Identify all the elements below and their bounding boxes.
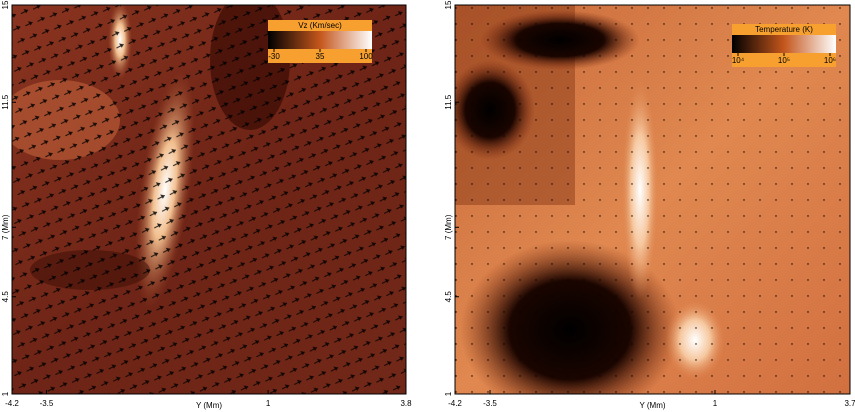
y-tick-label: 11.5 — [1, 94, 10, 110]
plot-frame — [454, 4, 851, 395]
colorbar-title: Vz (Km/sec) — [298, 21, 342, 30]
y-tick-label: 1 — [444, 391, 453, 396]
y-tick-label: 15 — [444, 0, 453, 9]
x-tick-label: -4.2 — [5, 399, 19, 408]
x-tick-label: -4.2 — [448, 399, 462, 408]
colorbar-tick-label: 10⁵ — [778, 56, 790, 65]
colorbar-label-bg — [268, 49, 372, 63]
x-axis-label: Y (Mm) — [639, 401, 665, 410]
x-tick-label: 3.7 — [844, 399, 855, 408]
colorbar-title: Temperature (K) — [755, 25, 813, 34]
colorbar-tick-label: 10⁴ — [732, 56, 745, 65]
y-tick-label: 11.5 — [444, 94, 453, 110]
x-tick-label: -3.5 — [40, 399, 54, 408]
colorbar-title-bg — [732, 24, 836, 35]
x-tick-label: 3.8 — [400, 399, 412, 408]
plot-frame — [11, 4, 407, 395]
x-axis-label: Y (Mm) — [196, 401, 222, 410]
y-tick-label: 7 (Mm) — [444, 214, 453, 240]
x-tick-label: 1 — [266, 399, 271, 408]
colorbar-tick-label: -30 — [268, 52, 280, 61]
colorbar-title-bg — [268, 20, 372, 31]
colorbar — [268, 31, 372, 49]
temperature-map — [455, 5, 850, 394]
y-tick-label: 7 (Mm) — [1, 214, 10, 240]
colorbar-tick-label: 100 — [359, 52, 373, 61]
colorbar-tick-label: 35 — [316, 52, 325, 61]
x-tick-label: 1 — [713, 399, 718, 408]
colorbar-tick-label: 10⁶ — [824, 56, 836, 65]
x-tick-label: -3.5 — [483, 399, 497, 408]
y-tick-label: 4.5 — [1, 291, 10, 303]
y-tick-label: 1 — [1, 391, 10, 396]
y-tick-label: 4.5 — [444, 291, 453, 303]
velocity-map — [12, 5, 406, 394]
colorbar-label-bg — [732, 53, 836, 67]
colorbar — [732, 35, 836, 53]
y-tick-label: 15 — [1, 0, 10, 9]
